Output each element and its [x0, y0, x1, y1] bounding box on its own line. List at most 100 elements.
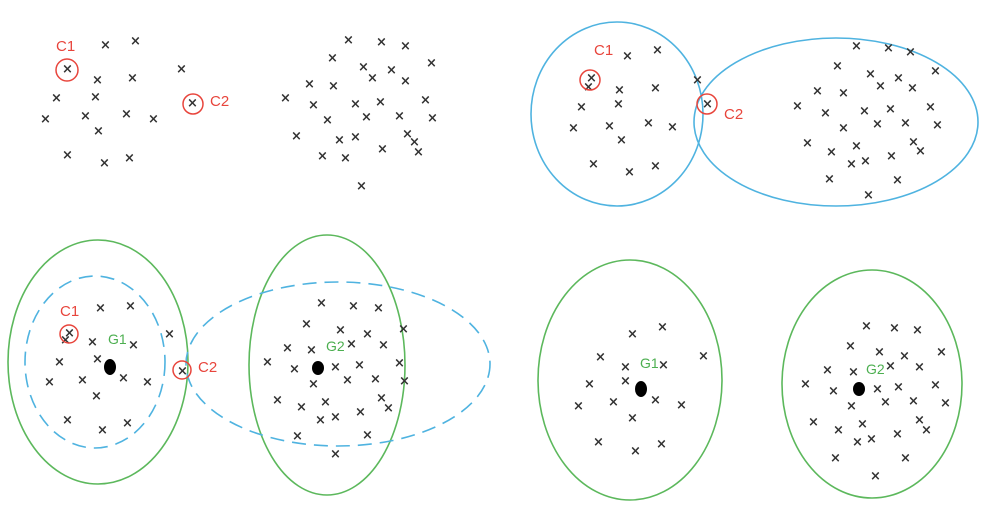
point-mark: ×	[128, 338, 139, 353]
mean-label-g2: G2	[866, 361, 885, 377]
point-mark: ×	[936, 345, 947, 360]
point-mark: ×	[377, 142, 388, 157]
point-mark: ×	[322, 113, 333, 128]
centroid-ring-c1	[55, 58, 79, 82]
point-mark: ×	[792, 99, 803, 114]
point-mark: ×	[130, 34, 141, 49]
point-mark: ×	[289, 362, 300, 377]
point-mark: ×	[583, 80, 594, 95]
point-mark: ×	[908, 394, 919, 409]
point-mark: ×	[851, 139, 862, 154]
point-mark: ×	[315, 413, 326, 428]
mean-label-g2: G2	[326, 338, 345, 354]
cluster-ellipse-g2	[248, 234, 406, 496]
point-mark: ×	[692, 73, 703, 88]
point-mark: ×	[838, 86, 849, 101]
point-mark: ×	[402, 127, 413, 142]
point-mark: ×	[846, 399, 857, 414]
point-mark: ×	[886, 149, 897, 164]
point-mark: ×	[656, 437, 667, 452]
centroid-ring-c1	[59, 324, 79, 344]
point-mark: ×	[272, 393, 283, 408]
point-mark: ×	[400, 74, 411, 89]
point-mark: ×	[657, 320, 668, 335]
point-mark: ×	[865, 67, 876, 82]
point-mark: ×	[643, 116, 654, 131]
previous-assignment-ellipse-c1	[24, 275, 166, 449]
mean-label-g1: G1	[108, 331, 127, 347]
point-mark: ×	[820, 106, 831, 121]
point-mark: ×	[121, 107, 132, 122]
point-mark: ×	[921, 423, 932, 438]
point-mark: ×	[301, 317, 312, 332]
point-mark: ×	[620, 360, 631, 375]
point-mark: ×	[630, 444, 641, 459]
point-mark: ×	[420, 93, 431, 108]
point-mark: ×	[362, 428, 373, 443]
point-mark: ×	[833, 423, 844, 438]
point-mark: ×	[54, 355, 65, 370]
cluster-ellipse-g1	[7, 239, 189, 485]
point-mark: ×	[914, 360, 925, 375]
point-mark: ×	[861, 319, 872, 334]
point-mark: ×	[348, 299, 359, 314]
point-mark: ×	[892, 173, 903, 188]
mean-dot-g2	[312, 361, 324, 375]
point-mark: ×	[846, 157, 857, 172]
point-mark: ×	[355, 405, 366, 420]
points-bottom-left: × × × × × × × × × × × × × × × × × × × × …	[44, 296, 410, 462]
point-mark: ×	[60, 333, 71, 348]
point-mark: ×	[62, 148, 73, 163]
point-mark: ×	[99, 156, 110, 171]
point-mark: ×	[62, 62, 73, 77]
point-mark: ×	[118, 371, 129, 386]
point-mark: ×	[940, 396, 951, 411]
point-mark: ×	[308, 98, 319, 113]
point-mark: ×	[586, 71, 597, 86]
point-mark: ×	[650, 81, 661, 96]
point-mark: ×	[187, 96, 198, 111]
point-mark: ×	[376, 35, 387, 50]
point-mark: ×	[808, 415, 819, 430]
point-mark: ×	[398, 322, 409, 337]
centroid-label-c2: C2	[210, 93, 229, 110]
point-mark: ×	[376, 391, 387, 406]
point-mark: ×	[40, 112, 51, 127]
point-mark: ×	[356, 179, 367, 194]
point-mark: ×	[604, 119, 615, 134]
centroid-ring-c2	[696, 93, 718, 115]
point-mark: ×	[334, 133, 345, 148]
point-mark: ×	[702, 97, 713, 112]
panel-bottom-left: × × × × × × × × × × × × × × × × × × × × …	[7, 234, 491, 496]
point-mark: ×	[350, 97, 361, 112]
point-mark: ×	[51, 91, 62, 106]
point-mark: ×	[176, 62, 187, 77]
point-mark: ×	[100, 38, 111, 53]
panel-top-right: × × × × × × × × × × × × × × × × × × × × …	[530, 21, 979, 207]
point-mark: ×	[93, 124, 104, 139]
point-mark: ×	[875, 79, 886, 94]
point-mark: ×	[62, 413, 73, 428]
centroid-label-c1: C1	[56, 38, 75, 55]
point-mark: ×	[426, 56, 437, 71]
point-mark: ×	[883, 41, 894, 56]
point-mark: ×	[915, 144, 926, 159]
point-mark: ×	[885, 359, 896, 374]
points-top-right: × × × × × × × × × × × × × × × × × × × × …	[568, 39, 943, 203]
centroid-ring-c2	[172, 360, 192, 380]
point-mark: ×	[346, 337, 357, 352]
point-mark: ×	[658, 358, 669, 373]
point-mark: ×	[900, 116, 911, 131]
point-mark: ×	[652, 43, 663, 58]
point-mark: ×	[593, 435, 604, 450]
point-mark: ×	[676, 398, 687, 413]
point-mark: ×	[124, 151, 135, 166]
point-mark: ×	[893, 71, 904, 86]
point-mark: ×	[92, 352, 103, 367]
point-mark: ×	[292, 429, 303, 444]
point-mark: ×	[822, 363, 833, 378]
point-mark: ×	[616, 133, 627, 148]
point-mark: ×	[296, 400, 307, 415]
point-mark: ×	[872, 117, 883, 132]
point-mark: ×	[914, 413, 925, 428]
